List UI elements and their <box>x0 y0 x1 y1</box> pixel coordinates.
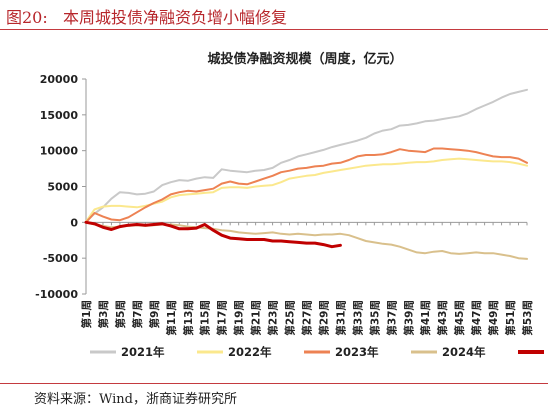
series-line-2022年 <box>85 157 528 223</box>
footer-divider <box>0 383 548 384</box>
x-tick-label: 第31周 <box>334 300 347 336</box>
series-line-2025年 <box>84 220 342 249</box>
legend-label: 2021年 <box>121 345 165 359</box>
series-line-2024年 <box>85 221 528 260</box>
x-tick-label: 第25周 <box>284 300 297 336</box>
x-tick-label: 第53周 <box>521 300 534 336</box>
y-tick-label: 5000 <box>47 181 78 194</box>
x-tick-label: 第37周 <box>385 300 398 336</box>
legend-entry: 2025年 <box>518 350 544 354</box>
x-tick-label: 第35周 <box>368 300 381 336</box>
x-tick-label: 第21周 <box>250 300 263 336</box>
x-tick-label: 第11周 <box>165 300 178 336</box>
legend-label: 2023年 <box>335 345 379 359</box>
y-tick-label: 20000 <box>40 73 79 86</box>
x-tick-label: 第27周 <box>301 300 314 336</box>
x-tick-label: 第49周 <box>487 300 500 336</box>
x-tick-label: 第7周 <box>131 300 144 328</box>
x-tick-label: 第47周 <box>470 300 483 336</box>
legend-entry: 2024年 <box>411 345 486 359</box>
series-line-2023年 <box>85 147 528 224</box>
x-tick-label: 第13周 <box>182 300 195 336</box>
x-tick-label: 第43周 <box>436 300 449 336</box>
x-tick-label: 第19周 <box>233 300 246 336</box>
x-tick-label: 第29周 <box>317 300 330 336</box>
x-tick-label: 第45周 <box>453 300 466 336</box>
figure-title: 本周城投债净融资负增小幅修复 <box>63 8 288 27</box>
legend-entry: 2023年 <box>304 345 379 359</box>
x-tick-label: 第33周 <box>351 300 364 336</box>
x-tick-label: 第9周 <box>148 300 161 328</box>
y-tick-label: -5000 <box>43 252 79 265</box>
x-tick-label: 第5周 <box>114 300 127 328</box>
y-tick-label: 0 <box>70 216 78 229</box>
y-tick-label: 15000 <box>40 109 79 122</box>
header-divider <box>0 29 548 30</box>
x-tick-label: 第17周 <box>216 300 229 336</box>
chart-legend: 2021年 2022年 2023年 2024年 2025年 <box>90 345 544 359</box>
figure-caption: 图20: 本周城投债净融资负增小幅修复 <box>6 4 287 28</box>
x-tick-label: 第41周 <box>419 300 432 336</box>
x-tick-label: 第51周 <box>504 300 517 336</box>
line-chart: 城投债净融资规模（周度，亿元） -10000 -5000 0 5000 10000 150… <box>35 51 544 359</box>
series-line-2021年 <box>85 88 528 223</box>
chart-series-group <box>84 88 528 260</box>
x-tick-label: 第1周 <box>80 300 93 328</box>
x-tick-label: 第23周 <box>267 300 280 336</box>
x-tick-label: 第15周 <box>199 300 212 336</box>
legend-label: 2024年 <box>442 345 486 359</box>
legend-entry: 2021年 <box>90 345 165 359</box>
y-tick-label: 10000 <box>40 145 79 158</box>
legend-label: 2022年 <box>228 345 272 359</box>
chart-title: 城投债净融资规模（周度，亿元） <box>207 51 402 67</box>
figure-label: 图20: <box>6 8 48 27</box>
source-note: 资料来源：Wind，浙商证券研究所 <box>34 392 237 407</box>
figure-header: 图20: 本周城投债净融资负增小幅修复 <box>0 0 548 30</box>
x-tick-label: 第3周 <box>97 300 110 328</box>
legend-entry: 2022年 <box>197 345 272 359</box>
y-tick-label: -10000 <box>35 288 78 301</box>
x-tick-label: 第39周 <box>402 300 415 336</box>
chart-axes: -10000 -5000 0 5000 10000 15000 20000 第1周 第3周 第5周… <box>35 73 534 336</box>
